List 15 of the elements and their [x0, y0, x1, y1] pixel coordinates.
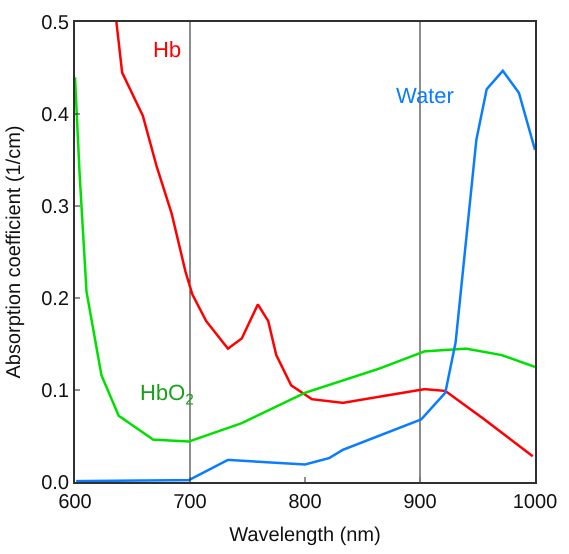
y-tick-label: 0.1 [41, 380, 69, 402]
x-tick-label: 700 [173, 491, 207, 513]
x-tick-label: 800 [288, 491, 322, 513]
y-tick-label: 0.3 [41, 196, 69, 218]
series-label: Hb [153, 37, 182, 62]
x-axis-title: Wavelength (nm) [229, 524, 381, 546]
line-series [115, 22, 534, 458]
x-tick-label: 600 [58, 491, 92, 513]
y-tick-label: 0.0 [41, 472, 69, 494]
y-tick-label: 0.2 [41, 288, 69, 310]
x-tick-label: 900 [403, 491, 437, 513]
x-tick-label: 1000 [512, 491, 558, 513]
y-tick-label: 0.4 [41, 104, 69, 126]
y-axis-title: Absorption coefficient (1/cm) [3, 125, 26, 379]
y-tick-label: 0.5 [41, 12, 69, 34]
